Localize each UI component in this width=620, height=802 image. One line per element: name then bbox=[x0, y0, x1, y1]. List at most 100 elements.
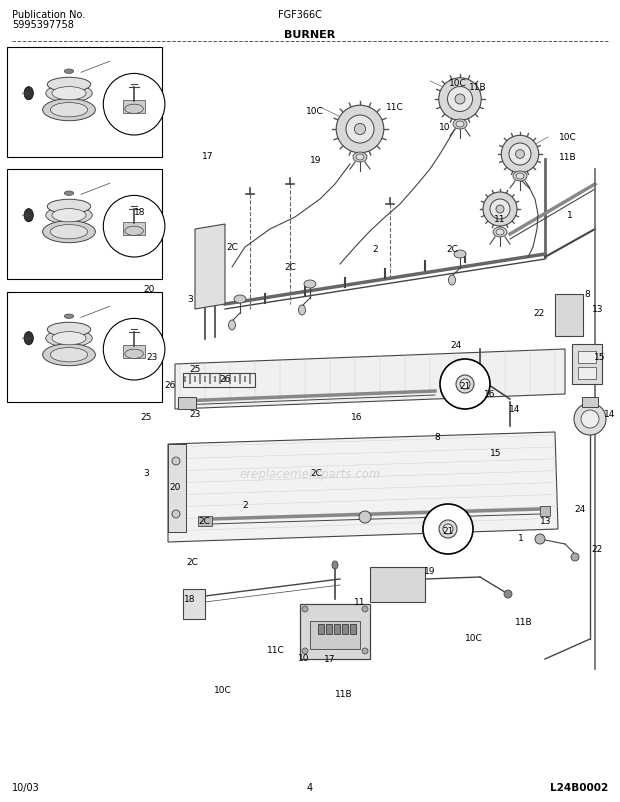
Polygon shape bbox=[175, 350, 565, 410]
Text: 26: 26 bbox=[219, 375, 231, 384]
Ellipse shape bbox=[64, 70, 74, 75]
Ellipse shape bbox=[46, 330, 92, 347]
Text: 21: 21 bbox=[459, 382, 471, 391]
Ellipse shape bbox=[47, 78, 91, 92]
Text: 11: 11 bbox=[494, 215, 506, 225]
Text: 37: 37 bbox=[9, 330, 19, 339]
Ellipse shape bbox=[229, 321, 236, 330]
Circle shape bbox=[302, 606, 308, 612]
Circle shape bbox=[172, 457, 180, 465]
Bar bbox=[168, 444, 186, 533]
Text: 20: 20 bbox=[169, 483, 180, 492]
Text: 21: 21 bbox=[442, 527, 454, 536]
Text: 8: 8 bbox=[584, 290, 590, 299]
Text: 11B: 11B bbox=[559, 153, 577, 162]
Text: 16: 16 bbox=[351, 412, 362, 422]
Text: 47: 47 bbox=[94, 222, 104, 232]
Bar bbox=[342, 624, 348, 634]
Text: 10C: 10C bbox=[559, 133, 577, 142]
Ellipse shape bbox=[40, 122, 99, 137]
Text: L24B0002: L24B0002 bbox=[550, 782, 608, 792]
Ellipse shape bbox=[332, 561, 338, 569]
Bar bbox=[350, 624, 356, 634]
Text: 3: 3 bbox=[143, 468, 149, 478]
Ellipse shape bbox=[439, 520, 457, 538]
Text: 22: 22 bbox=[591, 545, 603, 554]
Text: 2C: 2C bbox=[284, 263, 296, 272]
Ellipse shape bbox=[304, 281, 316, 289]
Ellipse shape bbox=[40, 243, 99, 259]
Bar bbox=[123, 222, 145, 236]
Bar bbox=[310, 622, 360, 649]
Circle shape bbox=[104, 75, 165, 136]
Bar bbox=[578, 367, 596, 379]
Text: 8: 8 bbox=[434, 432, 440, 442]
Text: 11C: 11C bbox=[267, 645, 285, 654]
Text: 19: 19 bbox=[424, 567, 436, 576]
Bar bbox=[7, 48, 162, 158]
Text: 47: 47 bbox=[94, 346, 104, 354]
Bar bbox=[540, 506, 550, 516]
Ellipse shape bbox=[52, 209, 86, 222]
Bar bbox=[582, 398, 598, 407]
Ellipse shape bbox=[64, 192, 74, 196]
Text: 16: 16 bbox=[484, 390, 496, 399]
Bar bbox=[178, 398, 196, 410]
Bar bbox=[318, 624, 324, 634]
Circle shape bbox=[336, 106, 384, 154]
Text: 2C: 2C bbox=[198, 516, 211, 526]
Text: 2C: 2C bbox=[446, 245, 458, 254]
Text: 10/03: 10/03 bbox=[12, 782, 40, 792]
Ellipse shape bbox=[443, 525, 453, 534]
Ellipse shape bbox=[460, 379, 470, 390]
Ellipse shape bbox=[24, 209, 33, 222]
Circle shape bbox=[535, 534, 545, 545]
Ellipse shape bbox=[456, 122, 464, 128]
Text: 15: 15 bbox=[490, 448, 502, 458]
Text: 2: 2 bbox=[372, 245, 378, 254]
Text: 44C: 44C bbox=[115, 176, 130, 185]
Text: 18: 18 bbox=[184, 595, 196, 604]
Ellipse shape bbox=[47, 200, 91, 214]
Circle shape bbox=[423, 504, 473, 554]
Text: 10C: 10C bbox=[306, 107, 324, 116]
Text: 47: 47 bbox=[94, 100, 104, 110]
Text: 11C: 11C bbox=[386, 103, 404, 112]
Ellipse shape bbox=[52, 87, 86, 101]
Polygon shape bbox=[195, 225, 225, 310]
Circle shape bbox=[502, 136, 539, 173]
Ellipse shape bbox=[448, 276, 456, 286]
Text: 2C: 2C bbox=[310, 468, 322, 478]
Circle shape bbox=[516, 151, 525, 160]
Text: 11: 11 bbox=[354, 597, 365, 606]
Bar bbox=[370, 567, 425, 602]
Circle shape bbox=[496, 206, 504, 214]
Text: 10: 10 bbox=[439, 124, 451, 132]
Text: 11C: 11C bbox=[11, 296, 35, 306]
Text: 1: 1 bbox=[567, 210, 573, 219]
Polygon shape bbox=[168, 432, 558, 542]
Text: 17: 17 bbox=[202, 152, 213, 161]
Circle shape bbox=[362, 606, 368, 612]
Text: 1: 1 bbox=[518, 533, 524, 542]
Circle shape bbox=[104, 196, 165, 257]
Text: 25: 25 bbox=[189, 365, 201, 374]
Bar bbox=[326, 624, 332, 634]
Ellipse shape bbox=[43, 99, 95, 122]
Circle shape bbox=[359, 512, 371, 524]
Ellipse shape bbox=[516, 174, 524, 180]
Text: 24: 24 bbox=[574, 505, 586, 514]
Bar bbox=[300, 604, 370, 659]
Text: 10C: 10C bbox=[466, 633, 483, 642]
Text: 44C: 44C bbox=[115, 299, 130, 308]
Circle shape bbox=[581, 411, 599, 428]
Circle shape bbox=[574, 403, 606, 435]
Text: 37: 37 bbox=[9, 86, 19, 95]
Text: 10C: 10C bbox=[215, 685, 232, 695]
Ellipse shape bbox=[64, 314, 74, 319]
Text: 11B: 11B bbox=[11, 172, 35, 183]
Bar bbox=[572, 345, 602, 384]
Text: 15: 15 bbox=[594, 353, 606, 362]
Ellipse shape bbox=[456, 375, 474, 394]
Ellipse shape bbox=[46, 207, 92, 225]
